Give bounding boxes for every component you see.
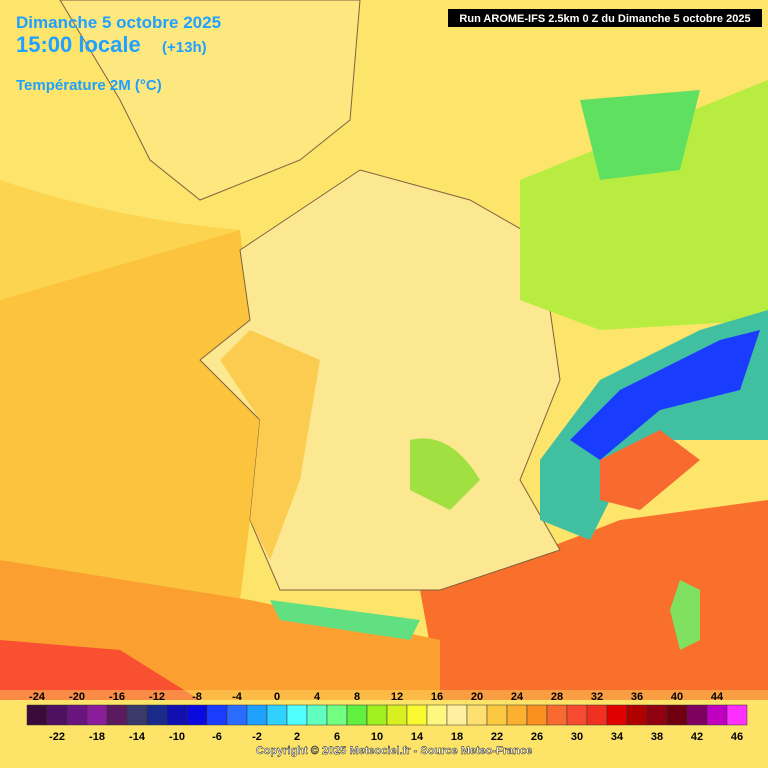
germany xyxy=(520,80,768,330)
legend-swatch xyxy=(326,704,348,726)
legend-swatch xyxy=(306,704,328,726)
legend-swatch xyxy=(366,704,388,726)
offset: (+13h) xyxy=(162,39,207,56)
britain xyxy=(59,0,361,201)
legend-label: 6 xyxy=(334,731,340,743)
legend-swatch xyxy=(126,704,148,726)
run-box xyxy=(448,9,762,27)
legend-label: 12 xyxy=(391,691,403,703)
legend-label: 44 xyxy=(711,691,724,703)
legend-label: -2 xyxy=(252,731,262,743)
legend-swatch xyxy=(646,704,668,726)
legend-label: 46 xyxy=(731,731,743,743)
legend-swatch xyxy=(46,704,68,726)
legend-swatch xyxy=(526,704,548,726)
alps-high xyxy=(570,330,760,460)
pyrenees xyxy=(270,600,420,640)
po-valley xyxy=(600,430,700,510)
legend-swatch xyxy=(606,704,628,726)
legend-label: -12 xyxy=(149,691,165,703)
legend-swatch xyxy=(186,704,208,726)
legend-label: -8 xyxy=(192,691,202,703)
legend-swatch xyxy=(386,704,408,726)
legend-label: 32 xyxy=(591,691,603,703)
legend-swatch xyxy=(546,704,568,726)
legend-swatch xyxy=(446,704,468,726)
legend-label: -4 xyxy=(232,691,243,703)
legend-label: 0 xyxy=(274,691,280,703)
legend-label: 38 xyxy=(651,731,663,743)
corsica xyxy=(670,580,700,650)
legend-swatch xyxy=(706,704,728,726)
legend-swatch xyxy=(246,704,268,726)
legend-label: 40 xyxy=(671,691,683,703)
legend-swatch xyxy=(206,704,228,726)
legend-swatch xyxy=(106,704,128,726)
legend-label: 20 xyxy=(471,691,483,703)
legend-swatch xyxy=(346,704,368,726)
legend-swatch xyxy=(266,704,288,726)
legend-label: 10 xyxy=(371,731,383,743)
legend-label: 42 xyxy=(691,731,703,743)
massif-central xyxy=(410,438,480,510)
legend-label: -10 xyxy=(169,731,185,743)
legend-label: -16 xyxy=(109,691,125,703)
west-france xyxy=(220,330,320,560)
legend-label: 24 xyxy=(511,691,524,703)
atlantic xyxy=(0,230,260,600)
legend-swatch xyxy=(586,704,608,726)
legend-swatch xyxy=(666,704,688,726)
legend-label: 30 xyxy=(571,731,583,743)
copyright: Copyright © 2025 Meteociel.fr - Source M… xyxy=(256,745,532,757)
legend-swatch xyxy=(166,704,188,726)
germany-hills xyxy=(580,90,700,180)
spain-hot xyxy=(0,640,200,700)
legend-band xyxy=(0,690,768,768)
time: 15:00 locale xyxy=(16,32,141,57)
legend-label: 2 xyxy=(294,731,300,743)
run-info: Run AROME-IFS 2.5km 0 Z du Dimanche 5 oc… xyxy=(459,13,750,25)
legend-swatch xyxy=(286,704,308,726)
channel xyxy=(0,180,240,300)
legend-swatch xyxy=(86,704,108,726)
legend-label: 34 xyxy=(611,731,624,743)
legend-label: -18 xyxy=(89,731,105,743)
legend-label: 8 xyxy=(354,691,360,703)
legend-label: -22 xyxy=(49,731,65,743)
legend-label: -6 xyxy=(212,731,222,743)
legend-swatch xyxy=(226,704,248,726)
date: Dimanche 5 octobre 2025 xyxy=(16,13,221,32)
legend-label: 26 xyxy=(531,731,543,743)
legend-swatch xyxy=(626,704,648,726)
legend-swatch xyxy=(406,704,428,726)
legend-label: 18 xyxy=(451,731,463,743)
legend-label: 4 xyxy=(314,691,321,703)
legend-swatch xyxy=(726,704,748,726)
legend-swatch xyxy=(686,704,708,726)
legend-swatch xyxy=(66,704,88,726)
legend-swatch xyxy=(426,704,448,726)
legend-swatch xyxy=(26,704,48,726)
legend-label: 28 xyxy=(551,691,563,703)
legend-swatch xyxy=(466,704,488,726)
legend-label: 22 xyxy=(491,731,503,743)
legend-label: -14 xyxy=(129,731,146,743)
legend-label: 14 xyxy=(411,731,424,743)
legend-swatch xyxy=(506,704,528,726)
parameter: Température 2M (°C) xyxy=(16,77,162,94)
legend-label: 16 xyxy=(431,691,443,703)
mediterranean xyxy=(420,500,768,700)
legend-label: -20 xyxy=(69,691,85,703)
legend-label: -24 xyxy=(29,691,46,703)
legend-swatch xyxy=(566,704,588,726)
legend-label: 36 xyxy=(631,691,643,703)
legend-swatch xyxy=(146,704,168,726)
legend-swatch xyxy=(486,704,508,726)
